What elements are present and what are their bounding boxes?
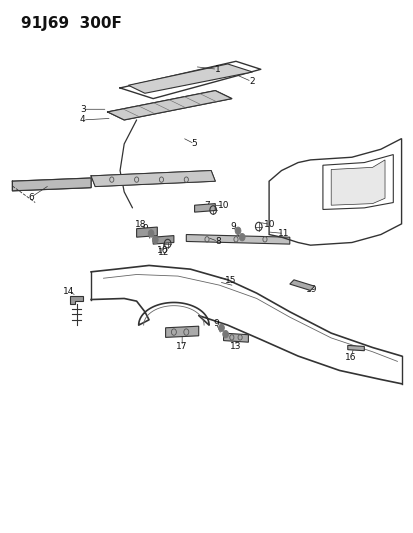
- Polygon shape: [330, 160, 384, 205]
- Polygon shape: [165, 326, 198, 337]
- Text: 9: 9: [230, 222, 236, 231]
- Text: 3: 3: [80, 105, 85, 114]
- Text: 91J69  300F: 91J69 300F: [21, 16, 121, 31]
- Text: 6: 6: [28, 193, 34, 201]
- Polygon shape: [289, 280, 314, 290]
- Text: 1: 1: [214, 65, 220, 74]
- Circle shape: [152, 236, 158, 244]
- Polygon shape: [128, 64, 252, 93]
- Polygon shape: [91, 171, 215, 187]
- Text: 14: 14: [62, 287, 74, 295]
- Polygon shape: [107, 91, 231, 120]
- Text: 16: 16: [344, 353, 356, 361]
- Text: 9: 9: [213, 319, 218, 328]
- Polygon shape: [223, 333, 248, 342]
- Text: 13: 13: [230, 342, 241, 351]
- Polygon shape: [194, 204, 215, 212]
- Text: 7: 7: [204, 201, 209, 209]
- Polygon shape: [153, 236, 173, 244]
- Circle shape: [218, 324, 224, 332]
- Text: 11: 11: [278, 229, 289, 238]
- Text: 2: 2: [248, 77, 254, 86]
- Text: 9: 9: [142, 224, 147, 232]
- Circle shape: [239, 233, 244, 241]
- Circle shape: [222, 330, 228, 338]
- Text: 12: 12: [157, 248, 169, 257]
- Text: 18: 18: [135, 221, 146, 229]
- Polygon shape: [12, 178, 91, 191]
- Text: 5: 5: [191, 140, 197, 148]
- Circle shape: [235, 227, 240, 235]
- Text: 10: 10: [218, 201, 229, 209]
- Text: 19: 19: [305, 286, 316, 294]
- Text: 10: 10: [156, 246, 168, 255]
- Text: 15: 15: [225, 276, 236, 285]
- Polygon shape: [347, 345, 363, 351]
- Text: 17: 17: [176, 342, 188, 351]
- Polygon shape: [136, 227, 157, 237]
- Text: 10: 10: [263, 220, 275, 229]
- Text: 4: 4: [80, 116, 85, 124]
- Text: 8: 8: [215, 237, 221, 246]
- Polygon shape: [70, 296, 83, 304]
- Circle shape: [148, 230, 154, 237]
- Polygon shape: [186, 235, 289, 244]
